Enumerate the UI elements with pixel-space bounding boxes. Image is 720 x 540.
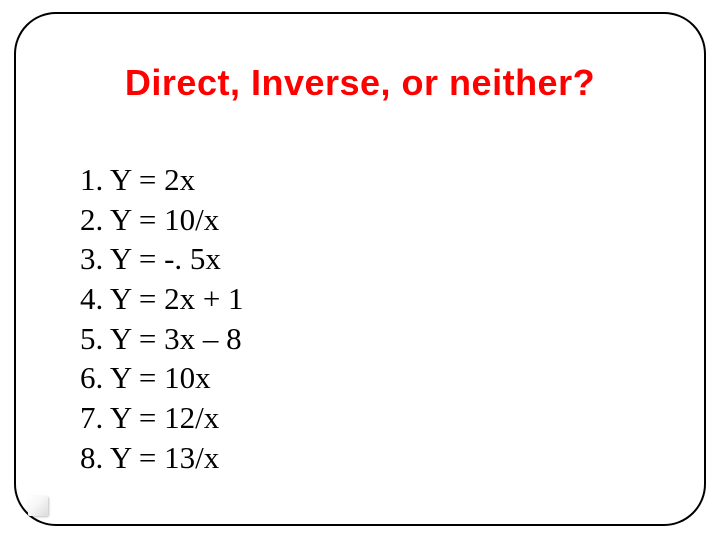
item-number: 5. [80,321,103,356]
item-number: 3. [80,241,103,276]
item-text: Y = 12/x [110,400,219,435]
item-text: Y = -. 5x [110,241,221,276]
list-item: 6. Y = 10x [80,358,244,398]
item-text: Y = 3x – 8 [110,321,242,356]
item-text: Y = 10/x [110,202,219,237]
item-text: Y = 2x [110,162,195,197]
item-number: 7. [80,400,103,435]
item-number: 4. [80,281,103,316]
item-text: Y = 13/x [110,440,219,475]
item-number: 6. [80,360,103,395]
list-item: 7. Y = 12/x [80,398,244,438]
item-number: 1. [80,162,103,197]
list-item: 2. Y = 10/x [80,200,244,240]
list-item: 5. Y = 3x – 8 [80,319,244,359]
item-text: Y = 2x + 1 [110,281,244,316]
page-curl-icon [28,496,48,516]
slide-title: Direct, Inverse, or neither? [0,62,720,104]
list-item: 4. Y = 2x + 1 [80,279,244,319]
list-item: 8. Y = 13/x [80,438,244,478]
item-number: 2. [80,202,103,237]
item-text: Y = 10x [110,360,211,395]
list-item: 3. Y = -. 5x [80,239,244,279]
item-number: 8. [80,440,103,475]
list-item: 1. Y = 2x [80,160,244,200]
equation-list: 1. Y = 2x 2. Y = 10/x 3. Y = -. 5x 4. Y … [80,160,244,477]
